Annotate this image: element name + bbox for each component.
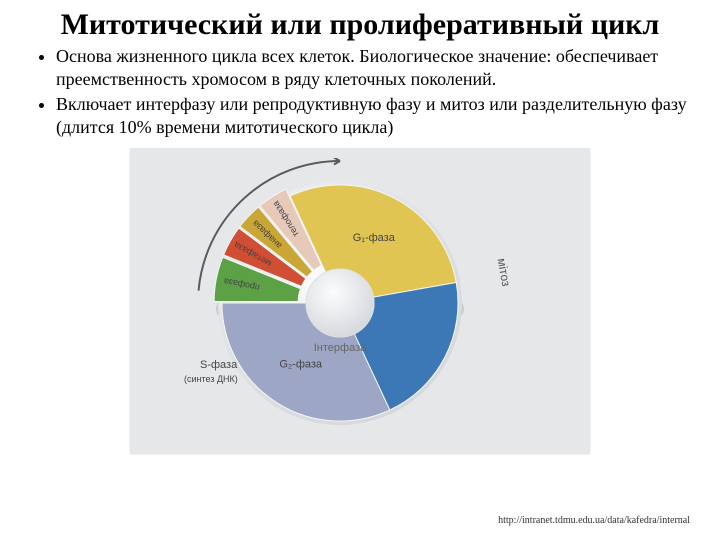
cell-cycle-pie: G₂-фазапрофазаметафазаанафазателофазаG₁-… xyxy=(160,158,560,438)
label-s-line1: S-фаза xyxy=(200,359,238,371)
label-g2: G₂-фаза xyxy=(279,359,323,371)
page-title: Митотический или пролиферативный цикл xyxy=(30,8,690,41)
mitosis-side-label: мітоз xyxy=(495,257,514,288)
chart-background: G₂-фазапрофазаметафазаанафазателофазаG₁-… xyxy=(130,148,590,453)
center-label: Інтерфаза xyxy=(314,342,367,354)
bullet-item: Основа жизненного цикла всех клеток. Био… xyxy=(56,45,690,90)
hub xyxy=(306,269,374,337)
bullet-list: Основа жизненного цикла всех клеток. Био… xyxy=(30,45,690,138)
bullet-item: Включает интерфазу или репродуктивную фа… xyxy=(56,93,690,138)
footer-url: http://intranet.tdmu.edu.ua/data/kafedra… xyxy=(498,515,690,526)
chart-container: G₂-фазапрофазаметафазаанафазателофазаG₁-… xyxy=(30,148,690,453)
label-s-line2: (синтез ДНК) xyxy=(184,374,238,384)
label-g1: G₁-фаза xyxy=(353,232,396,244)
